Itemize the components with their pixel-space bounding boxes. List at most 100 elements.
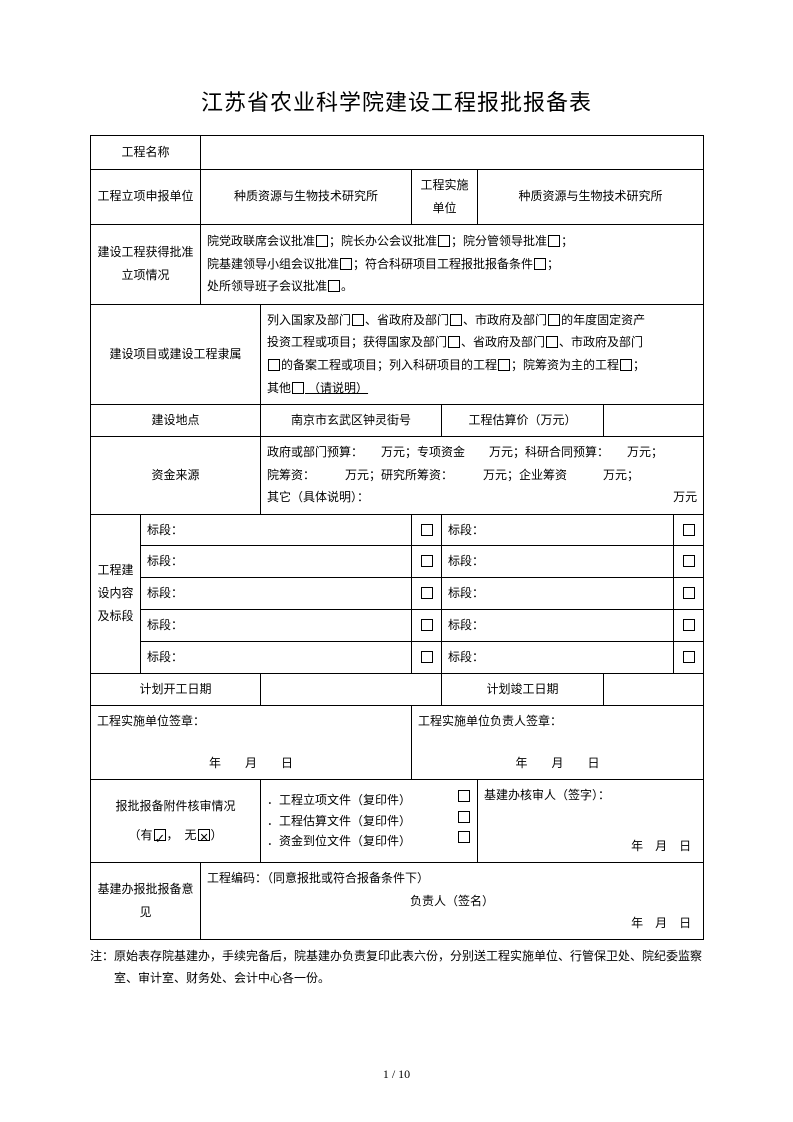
r4-t13: （请说明） [305,381,368,395]
value-project-name[interactable] [201,136,704,170]
value-funds: 政府或部门预算： 万元；专项资金 万元；科研合同预算： 万元； 院筹资： 万元；… [261,436,704,514]
cell-head-seal: 工程实施单位负责人签章： 年 月 日 [412,705,704,780]
checkbox-icon[interactable] [548,235,560,247]
checkbox-icon[interactable] [268,359,280,371]
r4-t12: 其他 [267,381,291,395]
label-approval-text: 建设工程获得批准立项情况 [98,245,194,282]
opinion-l2: 负责人（签名） [207,890,697,913]
cell-attach-check: 报批报备附件核审情况 （有， 无） [91,780,261,863]
cell-reviewer: 基建办核审人（签字）： 年 月 日 [478,780,704,863]
seg-cb-l2[interactable] [412,546,442,578]
r10-sep: ， 无 [167,828,197,842]
r6-l2: 院筹资： 万元；研究所筹资： 万元；企业筹资 万元； [267,464,697,487]
r4-t9: 的备案工程或项目；列入科研项目的工程 [281,358,497,372]
label-reviewer: 基建办核审人（签字）： [484,784,697,807]
checkbox-icon[interactable] [421,619,433,631]
r4-t10: ；院筹资为主的工程 [511,358,619,372]
checkbox-icon[interactable] [352,314,364,326]
checkbox-icon[interactable] [458,831,470,843]
checkbox-icon[interactable] [498,359,510,371]
page-number: 1 / 10 [0,1067,793,1082]
attach-item-3: ．资金到位文件（复印件） [267,831,411,851]
r4-t3: 、市政府及部门 [463,313,547,327]
checkbox-icon[interactable] [448,336,460,348]
page: 江苏省农业科学院建设工程报批报备表 工程名称 工程立项申报单位 种质资源与生物技… [0,0,793,1122]
seg-r2: 标段： [442,546,674,578]
label-location: 建设地点 [91,404,261,436]
seg-cb-r4[interactable] [674,609,704,641]
date-reviewer: 年 月 日 [484,835,697,858]
checkbox-icon[interactable] [683,587,695,599]
checkbox-icon[interactable] [683,651,695,663]
r4-t6: 、省政府及部门 [461,335,545,349]
checkbox-icon[interactable] [316,235,328,247]
checkbox-icon[interactable] [450,314,462,326]
r3-t6: ；符合科研项目工程报批报备条件 [353,257,533,271]
value-start-date[interactable] [261,673,442,705]
footnote: 注：原始表存院基建办，手续完备后，院基建办负责复印此表六份，分别送工程实施单位、… [90,946,703,989]
checkbox-icon[interactable] [292,382,304,394]
checkbox-icon[interactable] [421,651,433,663]
seg-r5: 标段： [442,641,674,673]
seg-cb-l4[interactable] [412,609,442,641]
value-apply-unit: 种质资源与生物技术研究所 [201,170,412,225]
checkbox-icon[interactable] [438,235,450,247]
label-end-date: 计划竣工日期 [442,673,604,705]
r3-t2: ；院长办公会议批准 [329,234,437,248]
r4-t7: 、市政府及部门 [559,335,643,349]
checkbox-none-icon[interactable] [198,829,210,841]
r3-t1: 院党政联席会议批准 [207,234,315,248]
checkbox-icon[interactable] [534,258,546,270]
checkbox-have-icon[interactable] [154,829,166,841]
seg-cb-r2[interactable] [674,546,704,578]
checkbox-icon[interactable] [683,619,695,631]
seg-r1: 标段： [442,514,674,546]
seg-l5: 标段： [141,641,412,673]
seg-r4: 标段： [442,609,674,641]
r4-t2: 、省政府及部门 [365,313,449,327]
r3-t5: 院基建领导小组会议批准 [207,257,339,271]
seg-cb-r1[interactable] [674,514,704,546]
value-estimate[interactable] [604,404,704,436]
checkbox-icon[interactable] [458,811,470,823]
r4-t1: 列入国家及部门 [267,313,351,327]
checkbox-icon[interactable] [340,258,352,270]
r3-t3: ；院分管领导批准 [451,234,547,248]
label-attach-check: 报批报备附件核审情况 [97,795,254,818]
seg-cb-r5[interactable] [674,641,704,673]
checkbox-icon[interactable] [620,359,632,371]
label-start-date: 计划开工日期 [91,673,261,705]
checkbox-icon[interactable] [421,524,433,536]
value-belong: 列入国家及部门、省政府及部门、市政府及部门的年度固定资产 投资工程或项目；获得国… [261,304,704,404]
checkbox-icon[interactable] [683,555,695,567]
seg-cb-l5[interactable] [412,641,442,673]
r4-t5: 投资工程或项目；获得国家及部门 [267,335,447,349]
seg-l2: 标段： [141,546,412,578]
label-opinion: 基建办报批报备意见 [91,862,201,939]
r3-t4: ； [561,234,573,248]
checkbox-icon[interactable] [683,524,695,536]
r6-l3b: 万元 [673,486,697,509]
checkbox-icon[interactable] [548,314,560,326]
checkbox-icon[interactable] [458,790,470,802]
attach-item-2: ．工程估算文件（复印件） [267,811,411,831]
r3-t7: ； [547,257,559,271]
value-end-date[interactable] [604,673,704,705]
seg-cb-l3[interactable] [412,578,442,610]
value-impl-unit: 种质资源与生物技术研究所 [478,170,704,225]
seg-cb-r3[interactable] [674,578,704,610]
label-estimate: 工程估算价（万元） [442,404,604,436]
checkbox-icon[interactable] [328,280,340,292]
cell-attach-list: ．工程立项文件（复印件） ．工程估算文件（复印件） ．资金到位文件（复印件） [261,780,478,863]
value-location: 南京市玄武区钟灵街号 [261,404,442,436]
checkbox-icon[interactable] [421,587,433,599]
checkbox-icon[interactable] [546,336,558,348]
seg-cb-l1[interactable] [412,514,442,546]
label-approval: 建设工程获得批准立项情况 [91,224,201,304]
label-project-name: 工程名称 [91,136,201,170]
r6-l1: 政府或部门预算： 万元；专项资金 万元；科研合同预算： 万元； [267,441,697,464]
seg-l3: 标段： [141,578,412,610]
attach-item-1: ．工程立项文件（复印件） [267,790,411,810]
checkbox-icon[interactable] [421,555,433,567]
label-impl-unit: 工程实施单位 [412,170,478,225]
